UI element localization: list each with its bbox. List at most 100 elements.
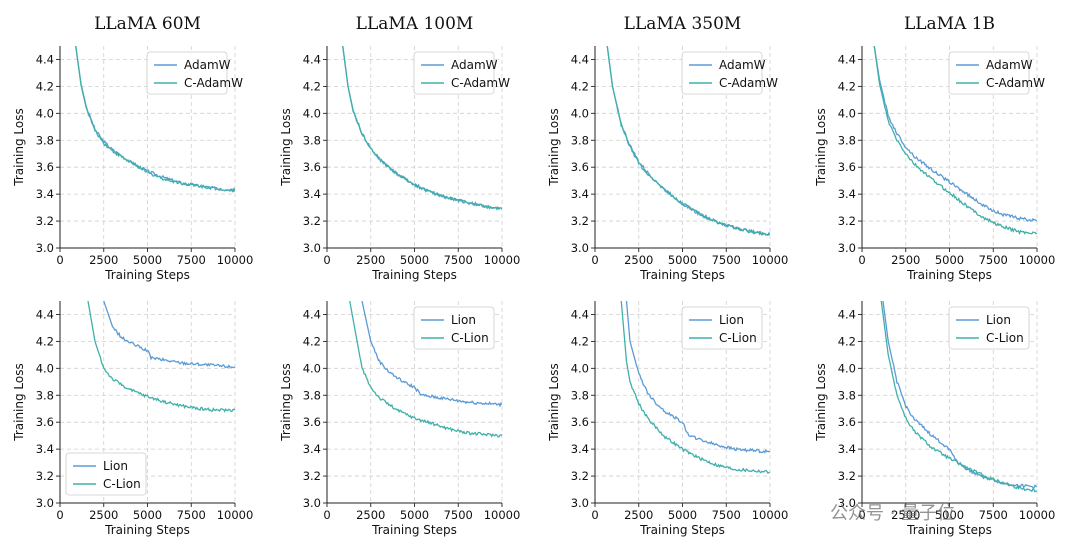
- y-tick-label: 3.8: [838, 388, 856, 402]
- series-line-c-lion: [349, 301, 502, 438]
- x-tick-label: 2500: [89, 253, 118, 267]
- legend: Lion C-Lion: [413, 306, 495, 350]
- x-tick-label: 0: [591, 508, 598, 522]
- legend: Lion C-Lion: [948, 306, 1030, 350]
- x-tick-label: 7500: [712, 253, 741, 267]
- y-axis-label: Training Loss: [814, 108, 828, 186]
- y-tick-label: 3.6: [36, 160, 54, 174]
- y-tick-label: 3.0: [838, 496, 856, 510]
- series-line-c-lion: [880, 301, 1037, 493]
- y-axis-label: Training Loss: [279, 108, 293, 186]
- y-tick-label: 4.2: [303, 79, 321, 93]
- y-axis-label: Training Loss: [12, 363, 26, 441]
- y-tick-label: 3.0: [36, 241, 54, 255]
- y-tick-label: 4.0: [571, 106, 589, 120]
- x-tick-label: 5000: [133, 508, 162, 522]
- y-tick-label: 4.0: [838, 106, 856, 120]
- x-tick-label: 0: [56, 508, 63, 522]
- x-tick-label: 0: [858, 253, 865, 267]
- y-tick-label: 4.4: [303, 52, 321, 66]
- legend-label: AdamW: [719, 58, 766, 72]
- y-tick-label: 4.4: [571, 52, 589, 66]
- x-tick-label: 7500: [979, 508, 1008, 522]
- y-tick-label: 3.4: [571, 187, 589, 201]
- y-tick-label: 3.0: [571, 241, 589, 255]
- x-tick-label: 2500: [891, 508, 920, 522]
- x-tick-label: 7500: [444, 508, 473, 522]
- y-tick-label: 3.4: [303, 442, 321, 456]
- chart-panel-5: 0 2500 5000 7500 10000 3.0 3.2 3.4 3.6 3.8 4.0 4.2 4…: [12, 301, 253, 537]
- chart-panel-7: 0 2500 5000 7500 10000 3.0 3.2 3.4 3.6 3.8 4.0 4.2 4…: [547, 301, 788, 537]
- x-tick-label: 10000: [752, 253, 789, 267]
- x-tick-label: 7500: [444, 253, 473, 267]
- y-tick-label: 4.0: [838, 361, 856, 375]
- legend-label: C-Lion: [451, 331, 489, 345]
- x-tick-label: 0: [56, 253, 63, 267]
- x-axis-label: Training Steps: [906, 268, 992, 282]
- series-line-c-adamw: [342, 46, 502, 211]
- y-tick-label: 4.0: [571, 361, 589, 375]
- y-tick-label: 4.2: [571, 79, 589, 93]
- x-axis-label: Training Steps: [104, 523, 190, 537]
- legend-label: Lion: [103, 459, 128, 473]
- series-line-c-adamw: [873, 46, 1037, 236]
- y-tick-label: 3.4: [36, 187, 54, 201]
- legend-label: Lion: [986, 313, 1011, 327]
- series-line-adamw: [873, 46, 1037, 222]
- y-tick-label: 4.0: [36, 106, 54, 120]
- x-tick-label: 7500: [712, 508, 741, 522]
- x-axis-label: Training Steps: [639, 268, 725, 282]
- watermark-text: 公众号 · 量子位: [830, 503, 955, 524]
- y-tick-label: 3.2: [303, 214, 321, 228]
- y-tick-label: 3.8: [36, 388, 54, 402]
- x-tick-label: 5000: [400, 508, 429, 522]
- legend-label: C-Lion: [719, 331, 757, 345]
- chart-panel-3: 0 2500 5000 7500 10000 3.0 3.2 3.4 3.6 3.8 4.0 4.2 4…: [547, 14, 788, 282]
- y-tick-label: 3.8: [838, 133, 856, 147]
- series-line-lion: [361, 301, 502, 408]
- series-line-c-adamw: [606, 46, 770, 237]
- x-tick-label: 2500: [89, 508, 118, 522]
- x-tick-label: 0: [323, 508, 330, 522]
- legend-label: Lion: [451, 313, 476, 327]
- chart-title: LLaMA 350M: [624, 14, 742, 34]
- x-axis-label: Training Steps: [371, 268, 457, 282]
- x-tick-label: 7500: [177, 508, 206, 522]
- y-tick-label: 4.2: [838, 79, 856, 93]
- x-tick-label: 5000: [935, 508, 964, 522]
- y-tick-label: 4.2: [838, 334, 856, 348]
- y-tick-label: 3.2: [36, 214, 54, 228]
- chart-panel-4: 0 2500 5000 7500 10000 3.0 3.2 3.4 3.6 3.8 4.0 4.2 4…: [814, 14, 1055, 282]
- x-tick-label: 10000: [484, 253, 521, 267]
- chart-panel-8: 0 2500 5000 7500 10000 3.0 3.2 3.4 3.6 3.8 4.0 4.2 4…: [814, 301, 1055, 537]
- legend-label: AdamW: [986, 58, 1033, 72]
- chart-panel-2: 0 2500 5000 7500 10000 3.0 3.2 3.4 3.6 3.8 4.0 4.2 4…: [279, 14, 520, 282]
- series-line-lion: [625, 301, 770, 454]
- y-tick-label: 3.0: [303, 496, 321, 510]
- x-tick-label: 0: [858, 508, 865, 522]
- x-tick-label: 5000: [935, 253, 964, 267]
- legend: AdamW C-AdamW: [948, 51, 1045, 95]
- y-tick-label: 3.6: [838, 160, 856, 174]
- legend: Lion C-Lion: [681, 306, 763, 350]
- y-tick-label: 3.4: [838, 187, 856, 201]
- y-tick-label: 3.0: [303, 241, 321, 255]
- y-tick-label: 4.2: [36, 334, 54, 348]
- y-tick-label: 4.0: [303, 361, 321, 375]
- y-tick-label: 3.6: [571, 160, 589, 174]
- y-axis-label: Training Loss: [814, 363, 828, 441]
- x-tick-label: 5000: [133, 253, 162, 267]
- y-axis-label: Training Loss: [547, 108, 561, 186]
- x-tick-label: 10000: [217, 253, 254, 267]
- legend: AdamW C-AdamW: [681, 51, 778, 95]
- legend-label: C-AdamW: [986, 76, 1045, 90]
- y-tick-label: 3.8: [303, 133, 321, 147]
- y-tick-label: 3.6: [303, 160, 321, 174]
- y-tick-label: 4.4: [571, 307, 589, 321]
- series-line-c-adamw: [75, 46, 235, 193]
- x-tick-label: 10000: [217, 508, 254, 522]
- y-tick-label: 3.6: [571, 415, 589, 429]
- y-tick-label: 3.4: [36, 442, 54, 456]
- x-tick-label: 2500: [356, 508, 385, 522]
